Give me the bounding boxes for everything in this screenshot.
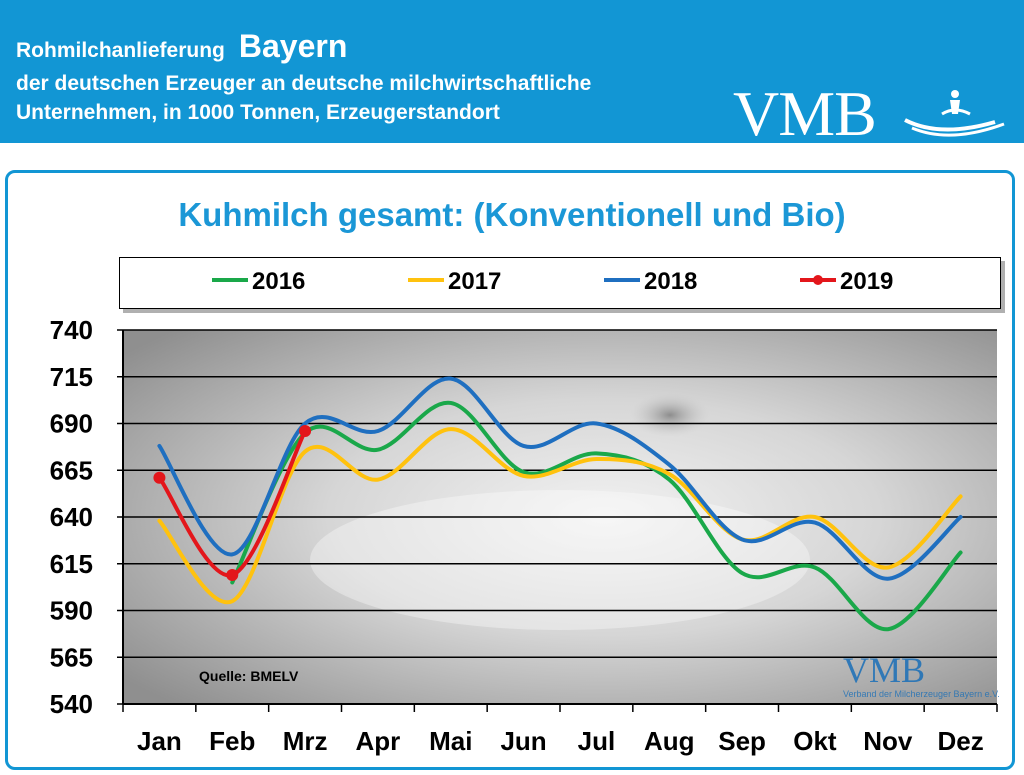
header-line3: Unternehmen, in 1000 Tonnen, Erzeugersta…	[16, 101, 500, 124]
vmb-logo-swoosh-icon	[904, 90, 1005, 137]
series-lines	[153, 376, 963, 632]
x-tick-label: Mai	[429, 726, 472, 756]
legend-swatch-2017	[408, 278, 444, 282]
chart-title: Kuhmilch gesamt: (Konventionell und Bio)	[178, 196, 846, 233]
y-tick-label: 665	[50, 455, 93, 485]
legend-swatch-2019	[800, 275, 836, 285]
y-tick-label: 540	[50, 689, 93, 719]
y-tick-label: 740	[50, 315, 93, 345]
x-tick-label: Dez	[937, 726, 983, 756]
header-line2: der deutschen Erzeuger an deutsche milch…	[16, 72, 592, 95]
x-tick-label: Apr	[356, 726, 401, 756]
x-tick-label: Jul	[578, 726, 616, 756]
y-tick-label: 640	[50, 502, 93, 532]
x-tick-label: Mrz	[283, 726, 328, 756]
x-tick-label: Okt	[793, 726, 837, 756]
y-tick-label: 715	[50, 362, 93, 392]
legend-label-2019: 2019	[840, 268, 894, 295]
axes: 740 715 690 665 640 615 590 565 540 Jan Feb Mrz Apr M…	[50, 315, 998, 756]
source-label: Quelle: BMELV	[199, 668, 299, 684]
header-region: Bayern	[238, 28, 348, 64]
milk-swirl-decoration	[310, 490, 810, 630]
x-tick-label: Jan	[137, 726, 182, 756]
data-point-2019	[226, 568, 239, 581]
legend-label-2018: 2018	[644, 268, 698, 295]
y-tick-label: 615	[50, 549, 93, 579]
header-line1: Rohmilchanlieferung Bayern	[16, 28, 348, 64]
x-tick-label: Nov	[863, 726, 913, 756]
watermark-logo: VMB	[843, 650, 926, 690]
series-line-2017	[157, 427, 963, 605]
watermark-subtext: Verband der Milcherzeuger Bayern e.V.	[843, 689, 1000, 699]
data-point-2019	[299, 424, 312, 437]
x-tick-label: Feb	[209, 726, 255, 756]
data-point-2019	[153, 471, 166, 484]
y-tick-label: 690	[50, 409, 93, 439]
legend-swatch-2016	[212, 278, 248, 282]
legend: 2016 2017 2018 2019	[119, 257, 1001, 309]
x-tick-label: Sep	[718, 726, 766, 756]
series-line-2018	[157, 376, 963, 581]
legend-label-2016: 2016	[252, 268, 306, 295]
vmb-logo: VMB	[733, 78, 877, 149]
x-tick-label: Jun	[500, 726, 546, 756]
legend-label-2017: 2017	[448, 268, 502, 295]
y-tick-label: 565	[50, 642, 93, 672]
y-tick-label: 590	[50, 596, 93, 626]
series-line-2016	[230, 400, 963, 632]
x-tick-label: Aug	[644, 726, 695, 756]
header-banner: Rohmilchanlieferung Bayern der deutschen …	[0, 0, 1024, 149]
legend-swatch-2018	[604, 278, 640, 282]
milk-drop-decoration	[630, 393, 710, 437]
